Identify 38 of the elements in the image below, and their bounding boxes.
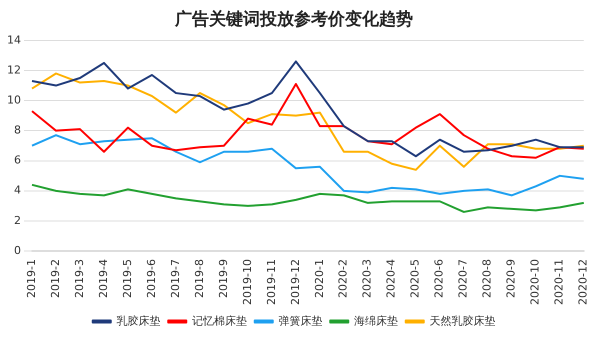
y-tick-label: 12: [6, 63, 21, 76]
legend-label: 弹簧床垫: [278, 314, 322, 328]
chart-title: 广告关键词投放参考价变化趋势: [174, 10, 413, 30]
x-tick-label: 2019-5: [120, 259, 134, 298]
x-tick-label: 2019-6: [144, 259, 158, 298]
x-tick-label: 2020-4: [384, 259, 398, 298]
x-tick-label: 2019-2: [48, 259, 62, 298]
legend-label: 乳胶床垫: [116, 314, 160, 328]
x-tick-label: 2019-11: [264, 259, 278, 306]
x-tick-label: 2019-3: [72, 259, 86, 298]
x-tick-label: 2020-11: [552, 259, 566, 306]
y-tick-label: 10: [6, 93, 21, 106]
x-tick-label: 2020-10: [528, 259, 542, 306]
x-tick-label: 2020-8: [480, 259, 494, 298]
legend-label: 海绵床垫: [354, 314, 398, 328]
y-tick-label: 14: [6, 33, 21, 46]
legend-label: 记忆棉床垫: [192, 314, 247, 328]
y-tick-label: 2: [14, 214, 21, 227]
x-tick-label: 2020-7: [456, 259, 470, 298]
x-tick-label: 2020-2: [336, 259, 350, 298]
x-tick-label: 2020-6: [432, 259, 446, 298]
x-tick-label: 2019-4: [96, 259, 110, 298]
x-tick-label: 2019-10: [240, 259, 254, 306]
x-tick-label: 2019-7: [168, 259, 182, 298]
x-tick-label: 2019-8: [192, 259, 206, 298]
x-tick-label: 2019-1: [24, 259, 38, 298]
x-tick-label: 2019-12: [288, 259, 302, 306]
legend-label: 天然乳胶床垫: [429, 314, 496, 328]
y-tick-label: 8: [14, 124, 21, 137]
y-tick-label: 6: [14, 154, 21, 167]
x-tick-label: 2020-1: [312, 259, 326, 298]
x-tick-label: 2020-12: [576, 259, 590, 306]
x-tick-label: 2020-9: [504, 259, 518, 298]
x-tick-label: 2020-3: [360, 259, 374, 298]
x-tick-label: 2020-5: [408, 259, 422, 298]
y-tick-label: 0: [14, 244, 21, 257]
x-tick-label: 2019-9: [216, 259, 230, 298]
y-tick-label: 4: [14, 184, 21, 197]
